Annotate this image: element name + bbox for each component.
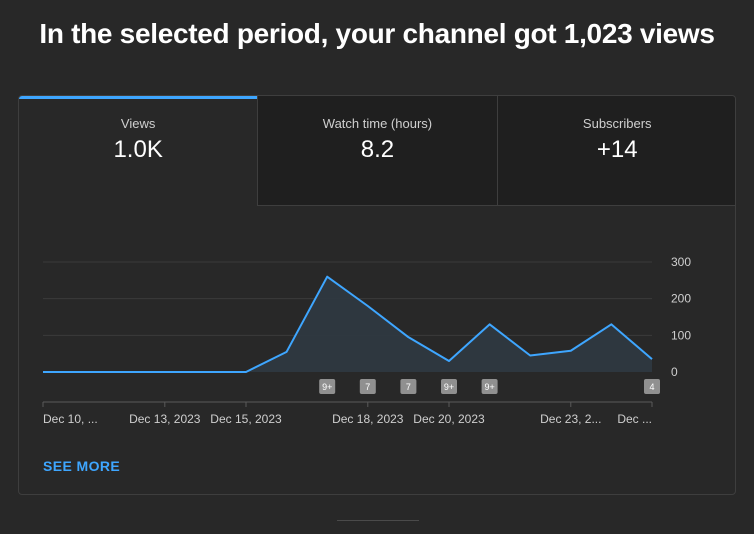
x-tick-label: Dec 10, ... (43, 412, 98, 426)
marker-label: 7 (406, 382, 411, 392)
tab-watch-time[interactable]: Watch time (hours) 8.2 (258, 96, 498, 206)
marker-label: 4 (649, 382, 654, 392)
tab-watch-time-label: Watch time (hours) (322, 116, 433, 131)
x-tick-label: Dec ... (617, 412, 652, 426)
x-tick-label: Dec 15, 2023 (210, 412, 282, 426)
tab-subscribers[interactable]: Subscribers +14 (497, 96, 735, 206)
see-more-link[interactable]: SEE MORE (43, 458, 121, 474)
series-line (43, 275, 653, 373)
tab-watch-time-value: 8.2 (360, 136, 395, 163)
y-tick-label: 300 (671, 255, 691, 269)
marker-badge (441, 379, 457, 394)
marker-badge (319, 379, 336, 394)
marker-label: 9+ (444, 382, 454, 392)
y-tick-label: 200 (671, 292, 691, 306)
y-tick-label: 100 (671, 328, 691, 342)
metric-tabs: Views 1.0K Watch time (hours) 8.2 Subscr… (19, 96, 735, 206)
tab-subscribers-value: +14 (596, 136, 638, 163)
x-tick-label: Dec 23, 2... (540, 412, 601, 426)
marker-badge (359, 379, 376, 394)
tab-views[interactable]: Views 1.0K (19, 96, 259, 206)
x-tick-label: Dec 13, 2023 (129, 412, 201, 426)
x-tick-label: Dec 20, 2023 (413, 412, 485, 426)
marker-label: 7 (365, 382, 370, 392)
marker-badge (644, 379, 660, 394)
analytics-card: Views 1.0K Watch time (hours) 8.2 Subscr… (18, 95, 736, 495)
marker-badge (481, 379, 498, 394)
marker-label: 9+ (484, 382, 494, 392)
tab-views-value: 1.0K (113, 136, 163, 163)
y-tick-label: 0 (671, 365, 678, 379)
x-tick-label: Dec 18, 2023 (332, 412, 404, 426)
tab-subscribers-label: Subscribers (582, 116, 652, 131)
divider (337, 520, 419, 521)
marker-badge (400, 379, 417, 394)
marker-label: 9+ (322, 382, 332, 392)
area-fill (43, 276, 652, 372)
tab-views-label: Views (120, 116, 156, 131)
views-chart: 0 100 200 300 9+ 7 7 9+ 9+ 4 Dec 10, ... Dec 13, 20… (42, 255, 691, 426)
page-headline: In the selected period, your channel got… (39, 18, 715, 49)
